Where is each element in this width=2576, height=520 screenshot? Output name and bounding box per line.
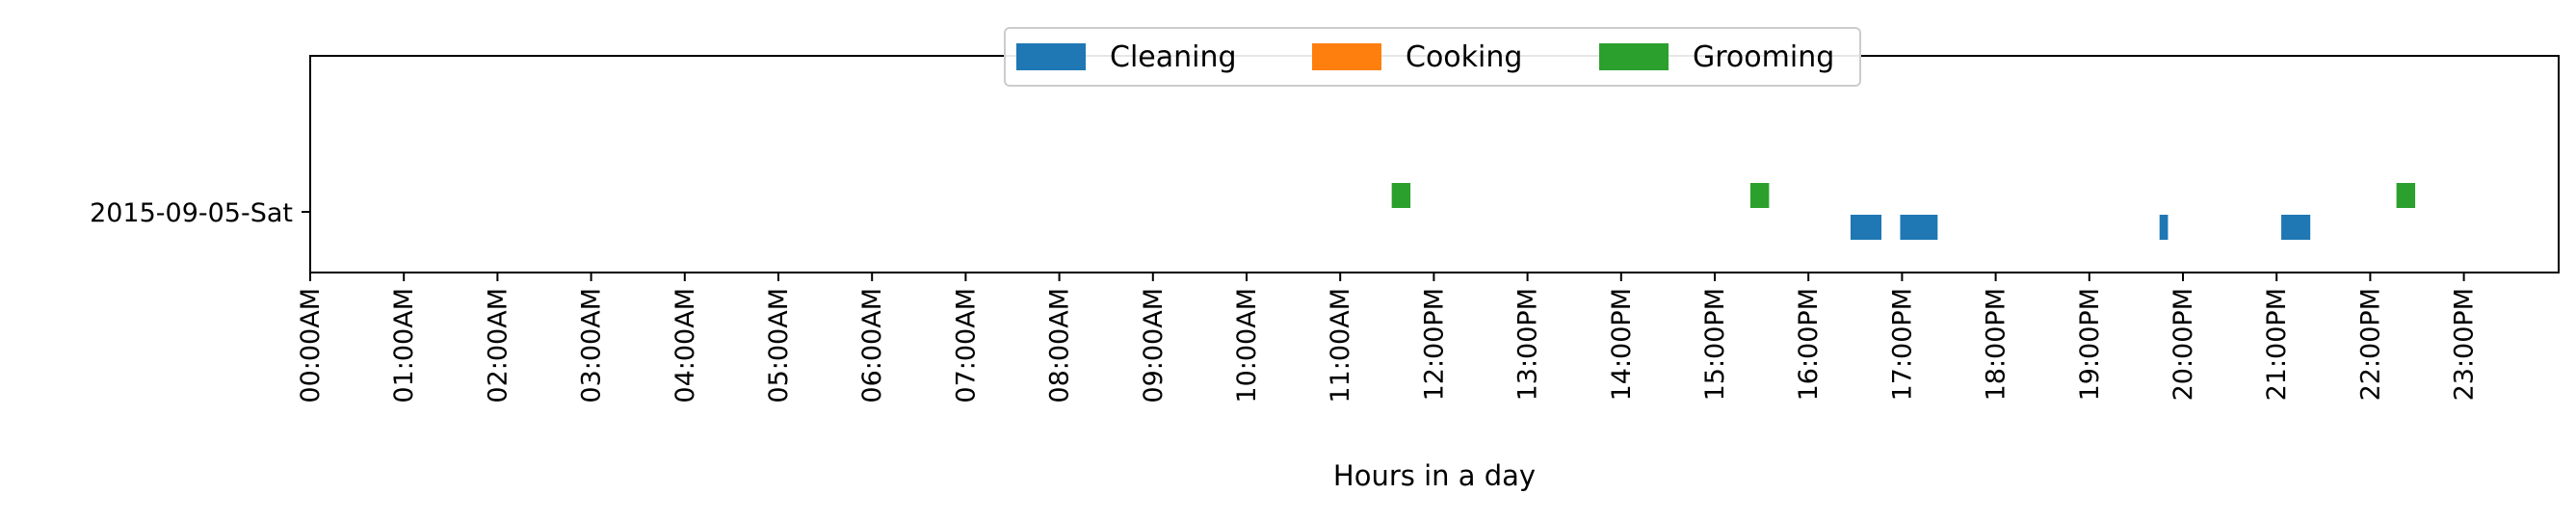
grooming-bar [1749,183,1770,208]
x-tick-label: 06:00AM [857,288,887,403]
x-tick-label: 23:00PM [2450,288,2480,401]
x-tick-label: 22:00PM [2355,288,2385,401]
x-axis: 00:00AM 01:00AM 02:00AM 03:00AM 04:00AM 05:00… [296,273,2480,403]
grooming-bar [1391,183,1411,208]
x-tick-label: 05:00AM [764,288,794,403]
legend-swatch-cooking [1312,43,1381,70]
legend-label-cooking: Cooking [1406,40,1522,74]
x-tick-label: 20:00PM [2169,288,2198,401]
x-tick-label: 15:00PM [1700,288,1730,401]
x-tick-label: 16:00PM [1794,288,1824,401]
x-tick-label: 10:00AM [1232,288,1262,403]
bars-layer [1391,183,2416,240]
x-tick-label: 09:00AM [1139,288,1169,403]
legend-label-grooming: Grooming [1693,40,1834,74]
x-tick-label: 18:00PM [1982,288,2011,401]
cleaning-bar [2159,215,2169,240]
cleaning-bar [1850,215,1882,240]
y-axis: 2015-09-05-Sat [90,198,310,228]
x-axis-title: Hours in a day [1333,459,1536,492]
x-tick-label: 01:00AM [389,288,419,403]
x-tick-label: 21:00PM [2262,288,2292,401]
grooming-bar [2396,183,2416,208]
x-tick-label: 11:00AM [1326,288,1355,403]
y-tick-label: 2015-09-05-Sat [90,198,293,228]
legend: Cleaning Cooking Grooming [1004,27,1861,87]
legend-swatch-grooming [1599,43,1669,70]
legend-box [1004,27,1861,87]
legend-label-cleaning: Cleaning [1110,40,1237,74]
x-tick-label: 12:00PM [1419,288,1449,401]
x-tick-label: 03:00AM [577,288,607,403]
x-tick-label: 17:00PM [1887,288,1917,401]
x-tick-label: 07:00AM [951,288,981,403]
cleaning-bar [2281,215,2311,240]
x-tick-label: 00:00AM [296,288,326,403]
legend-swatch-cleaning [1016,43,1086,70]
x-tick-label: 19:00PM [2075,288,2105,401]
cleaning-bar [1900,215,1938,240]
x-tick-label: 08:00AM [1045,288,1075,403]
x-tick-label: 14:00PM [1607,288,1637,401]
x-tick-label: 02:00AM [483,288,513,403]
x-tick-label: 04:00AM [670,288,700,403]
x-tick-label: 13:00PM [1513,288,1543,401]
